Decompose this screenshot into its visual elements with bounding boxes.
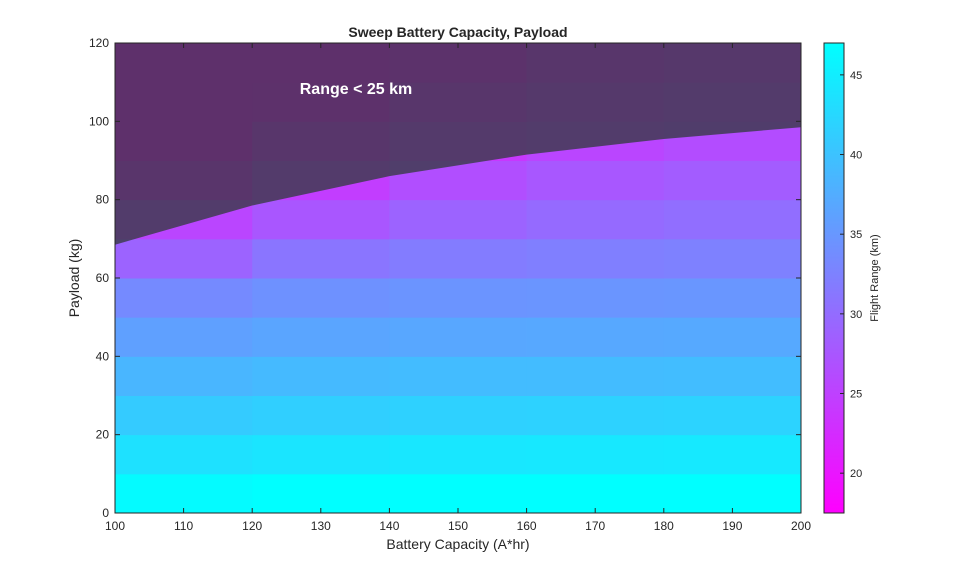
y-axis-ticks: 0 20 40 60 80 100 120 bbox=[89, 36, 801, 520]
heatmap-cell bbox=[389, 473, 528, 513]
colorbar-tick-label: 20 bbox=[850, 468, 862, 480]
x-tick-label: 100 bbox=[105, 519, 125, 533]
heatmap-cell bbox=[252, 278, 390, 318]
colorbar-ticks: 20 25 30 35 40 45 bbox=[840, 70, 862, 480]
colorbar-label: Flight Range (km) bbox=[869, 234, 881, 321]
heatmap-cell bbox=[389, 434, 528, 475]
heatmap-cell bbox=[389, 278, 528, 318]
heatmap-cell bbox=[526, 160, 665, 201]
y-tick-label: 120 bbox=[89, 36, 109, 50]
heatmap-cell bbox=[663, 317, 801, 357]
heatmap-cell bbox=[389, 317, 528, 357]
heatmap-cell bbox=[526, 473, 665, 513]
x-axis-ticks: 100 110 120 130 140 150 160 170 180 190 200 bbox=[105, 43, 811, 533]
heatmap-cell bbox=[526, 317, 665, 357]
heatmap-cell bbox=[389, 199, 528, 240]
heatmap-cell bbox=[115, 317, 253, 357]
x-axis-label: Battery Capacity (A*hr) bbox=[386, 536, 529, 552]
heatmap-cell bbox=[663, 356, 801, 396]
x-tick-label: 170 bbox=[585, 519, 605, 533]
heatmap-cell bbox=[663, 160, 801, 201]
heatmap-cell bbox=[252, 395, 390, 436]
colorbar-gradient bbox=[823, 42, 845, 514]
heatmap-cell bbox=[115, 473, 253, 513]
heatmap-cell bbox=[526, 395, 665, 436]
heatmap-cell bbox=[526, 356, 665, 396]
x-tick-label: 140 bbox=[379, 519, 399, 533]
heatmap-cell bbox=[663, 238, 801, 279]
heatmap-cell bbox=[389, 395, 528, 436]
chart-title: Sweep Battery Capacity, Payload bbox=[348, 24, 567, 40]
heatmap-cell bbox=[115, 434, 253, 475]
heatmap-cell bbox=[663, 199, 801, 240]
heatmap-cell bbox=[115, 356, 253, 396]
y-tick-label: 20 bbox=[96, 428, 110, 442]
heatmap-cell bbox=[252, 356, 390, 396]
heatmap-cell bbox=[663, 395, 801, 436]
heatmap-cell bbox=[252, 199, 390, 240]
colorbar-tick-label: 25 bbox=[850, 389, 862, 401]
x-tick-label: 110 bbox=[174, 519, 193, 533]
x-tick-label: 150 bbox=[448, 519, 468, 533]
plot-area bbox=[115, 43, 801, 513]
heatmap-cell bbox=[115, 278, 253, 318]
heatmap-cell bbox=[526, 278, 665, 318]
x-tick-label: 190 bbox=[722, 519, 742, 533]
x-tick-label: 180 bbox=[654, 519, 674, 533]
colorbar-tick-label: 45 bbox=[850, 70, 862, 82]
heatmap-cell bbox=[115, 238, 253, 279]
range-threshold-annotation: Range < 25 km bbox=[300, 81, 413, 98]
y-tick-label: 80 bbox=[96, 193, 110, 207]
heatmap-cell bbox=[252, 473, 390, 513]
heatmap-cell bbox=[526, 199, 665, 240]
y-axis-label: Payload (kg) bbox=[66, 239, 82, 318]
y-tick-label: 40 bbox=[96, 349, 110, 363]
heatmap-cell bbox=[389, 356, 528, 396]
x-tick-label: 160 bbox=[517, 519, 537, 533]
heatmap-cell bbox=[663, 434, 801, 475]
colorbar-tick-label: 35 bbox=[850, 229, 862, 241]
colorbar: 20 25 30 35 40 45 Flight Range (km) bbox=[823, 42, 881, 514]
heatmap-cell bbox=[252, 434, 390, 475]
heatmap-cell bbox=[252, 317, 390, 357]
heatmap-cell bbox=[526, 238, 665, 279]
range-below-threshold-region bbox=[115, 43, 801, 245]
heatmap-cell bbox=[389, 238, 528, 279]
x-tick-label: 120 bbox=[242, 519, 262, 533]
heatmap-cell bbox=[526, 434, 665, 475]
heatmap-cell bbox=[663, 278, 801, 318]
colorbar-tick-label: 40 bbox=[850, 150, 862, 162]
x-tick-label: 130 bbox=[311, 519, 331, 533]
heatmap-cell bbox=[115, 395, 253, 436]
heatmap-cell bbox=[663, 473, 801, 513]
y-tick-label: 100 bbox=[89, 114, 109, 128]
x-tick-label: 200 bbox=[791, 519, 811, 533]
y-tick-label: 60 bbox=[96, 271, 110, 285]
y-tick-label: 0 bbox=[102, 506, 109, 520]
heatmap-cell bbox=[252, 238, 390, 279]
colorbar-tick-label: 30 bbox=[850, 309, 862, 321]
